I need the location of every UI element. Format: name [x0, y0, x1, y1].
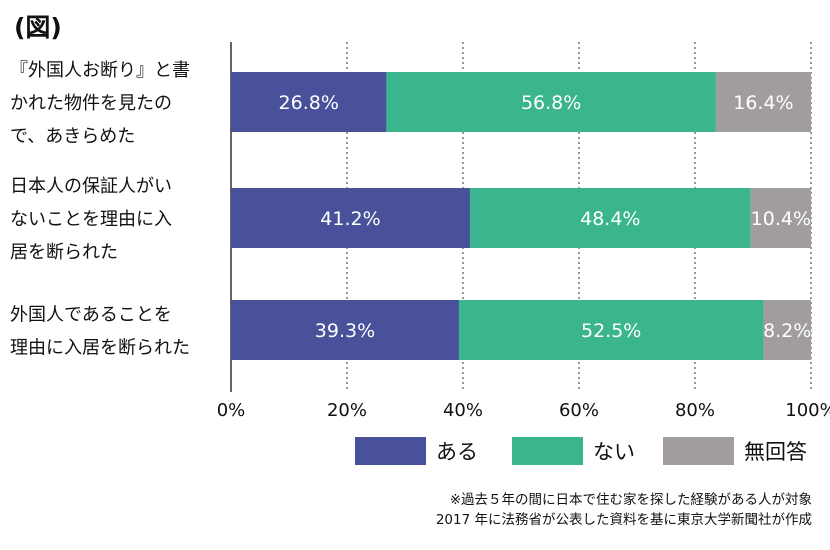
- category-label: 外国人であることを理由に入居を断られた: [10, 305, 190, 359]
- x-tick-label: 0%: [217, 400, 246, 421]
- legend-item-nai: ない: [512, 437, 635, 465]
- category-label-line: 日本人の保証人がい: [10, 176, 172, 197]
- bar-segment: [469, 188, 751, 248]
- note-line-1: ※過去５年の間に日本で住む家を探した経験がある人が対象: [449, 492, 812, 508]
- bar-segment: [458, 300, 764, 360]
- legend-swatch-mukaitou: [663, 437, 734, 465]
- data-label: 16.4%: [733, 92, 793, 114]
- legend-label-mukaitou: 無回答: [744, 440, 807, 464]
- bar-segment: [750, 188, 811, 248]
- category-label: 日本人の保証人がいないことを理由に入居を断られた: [10, 176, 172, 263]
- data-label: 48.4%: [580, 208, 640, 230]
- category-label-line: 『外国人お断り』と書: [10, 60, 190, 81]
- data-label: 26.8%: [279, 92, 339, 114]
- legend-label-nai: ない: [593, 440, 635, 464]
- legend-item-mukaitou: 無回答: [663, 437, 807, 465]
- data-label: 10.4%: [751, 208, 811, 230]
- x-tick-label: 40%: [443, 400, 483, 421]
- x-tick-label: 100%: [785, 400, 830, 421]
- category-label-line: かれた物件を見たの: [10, 93, 172, 114]
- x-tick-label: 60%: [559, 400, 599, 421]
- bar-segment: [386, 72, 716, 132]
- category-label-line: 理由に入居を断られた: [10, 338, 190, 359]
- x-tick-label: 20%: [327, 400, 367, 421]
- data-label: 39.3%: [315, 320, 375, 342]
- stacked-bar-chart: 0% 20% 40% 60% 80% 100% 26.8% 56.8% 16.4% 『外国人お断り…: [10, 42, 830, 421]
- data-label: 56.8%: [521, 92, 581, 114]
- source-note: ※過去５年の間に日本で住む家を探した経験がある人が対象 2017 年に法務省が公…: [436, 490, 812, 530]
- figure-label: (図): [14, 13, 62, 42]
- category-label: 『外国人お断り』と書かれた物件を見たので、あきらめた: [10, 60, 190, 147]
- x-tick-label: 80%: [675, 400, 715, 421]
- note-line-2: 2017 年に法務省が公表した資料を基に東京大学新聞社が作成: [435, 512, 812, 528]
- data-label: 8.2%: [763, 320, 811, 342]
- category-label-line: 外国人であることを: [10, 305, 172, 326]
- category-label-line: 居を断られた: [10, 242, 118, 263]
- bar-segment: [231, 72, 387, 132]
- data-label: 41.2%: [320, 208, 380, 230]
- legend-swatch-aru: [355, 437, 426, 465]
- bar-segment: [763, 300, 811, 360]
- legend-swatch-nai: [512, 437, 583, 465]
- legend-label-aru: ある: [436, 440, 478, 464]
- legend-item-aru: ある: [355, 437, 478, 465]
- category-label-line: ないことを理由に入: [10, 209, 172, 230]
- bar-segment: [231, 188, 470, 248]
- data-label: 52.5%: [581, 320, 641, 342]
- bar-segment: [715, 72, 811, 132]
- bar-segment: [231, 300, 459, 360]
- category-label-line: で、あきらめた: [10, 126, 135, 147]
